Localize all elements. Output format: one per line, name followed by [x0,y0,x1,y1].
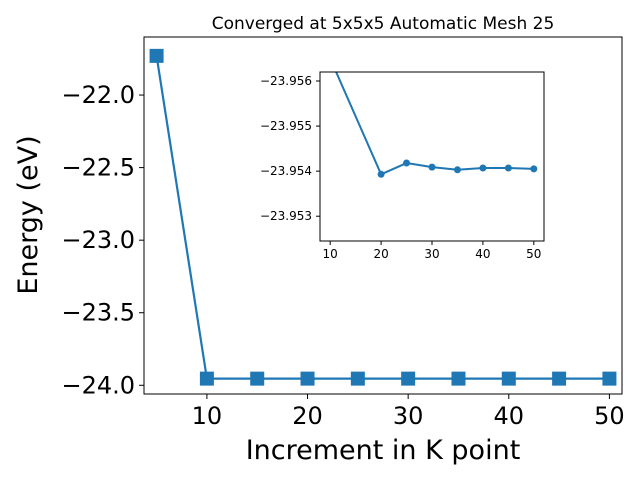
inset-data-point [479,164,487,172]
main-axes-frame [143,36,623,395]
inset-data-point [530,165,538,173]
main-y-tick-label: −23.5 [61,299,135,327]
main-data-point [401,371,416,386]
main-data-point [552,371,567,386]
main-series-line [155,55,610,380]
inset-plot-area [327,55,538,178]
main-y-tick-label: −22.5 [61,154,135,182]
main-y-tick-label: −24.0 [61,371,135,399]
inset-y-tick-label: −23.954 [260,164,312,178]
main-data-point [602,371,617,386]
main-y-axis: −24.0 −23.5 −23.0 −22.5 −22.0 [61,81,144,399]
inset-data-point [327,55,334,62]
inset-y-tick-label: −23.956 [260,74,312,88]
main-plot-area [149,48,617,386]
main-data-point [300,371,315,386]
main-data-point [199,371,214,386]
main-x-tick-label: 10 [192,402,223,430]
inset-data-point [403,159,411,167]
inset-y-tick-label: −23.953 [260,209,312,223]
main-y-tick-label: −22.0 [61,81,135,109]
main-data-point [250,371,265,386]
main-y-tick-label: −23.0 [61,226,135,254]
inset-data-point [453,166,461,174]
main-x-tick-label: 50 [594,402,625,430]
main-data-point [149,48,164,63]
main-x-tick-label: 30 [393,402,424,430]
x-axis-label: Increment in K point [246,435,521,466]
chart-title: Converged at 5x5x5 Automatic Mesh 25 [212,14,555,34]
main-x-tick-label: 40 [494,402,525,430]
main-x-axis: 10 20 30 40 50 [192,394,625,430]
inset-background [320,72,544,241]
inset-data-point [504,164,512,172]
inset-x-axis: 10 20 30 40 50 [323,241,541,261]
main-data-point [501,371,516,386]
inset-x-tick-label: 30 [424,247,439,261]
y-axis-label: Energy (eV) [13,135,44,294]
inset-x-tick-label: 20 [373,247,388,261]
inset-y-tick-label: −23.955 [260,119,312,133]
inset-data-point [428,163,436,171]
inset-x-tick-label: 10 [323,247,338,261]
main-data-point [350,371,365,386]
main-x-tick-label: 20 [292,402,323,430]
inset-y-axis: −23.956 −23.955 −23.954 −23.953 [260,74,320,223]
main-data-point [451,371,466,386]
inset-series-line [335,72,534,176]
inset-data-point [377,170,385,178]
inset-x-tick-label: 40 [475,247,490,261]
inset-x-tick-label: 50 [526,247,541,261]
